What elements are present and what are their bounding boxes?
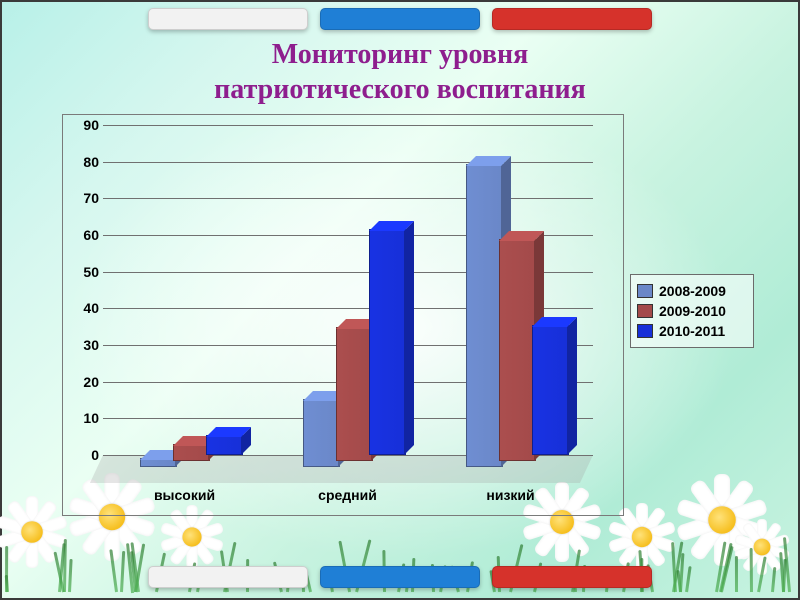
legend-item: 2010-2011 [637,321,747,341]
tab-blue-bottom [320,566,480,588]
bar [369,231,404,455]
tab-red [492,8,652,30]
title-line-1: Мониторинг уровня [272,39,529,70]
bar [532,327,567,455]
tab-white [148,8,308,30]
x-tick-label: высокий [154,487,215,503]
legend-item: 2009-2010 [637,301,747,321]
y-tick-label: 30 [65,337,99,353]
chart-frame: 0 10 20 30 40 50 60 70 80 90 высокий средний низкий [62,114,624,516]
y-tick-label: 50 [65,264,99,280]
bottom-tabbar [2,562,798,596]
top-tabbar [2,4,798,38]
x-tick-label: низкий [486,487,534,503]
slide: Мониторинг уровня патриотического воспит… [0,0,800,600]
x-tick-label: средний [318,487,377,503]
bar [499,241,534,461]
y-tick-label: 40 [65,300,99,316]
legend-swatch [637,304,653,318]
y-tick-label: 10 [65,410,99,426]
bar [206,437,241,455]
y-tick-label: 80 [65,154,99,170]
bar [336,329,371,461]
legend-swatch [637,284,653,298]
legend-label: 2009-2010 [659,303,726,319]
chart: 0 10 20 30 40 50 60 70 80 90 высокий средний низкий… [62,114,742,514]
tab-blue [320,8,480,30]
y-tick-label: 60 [65,227,99,243]
bar [466,166,501,467]
y-tick-label: 70 [65,190,99,206]
legend-item: 2008-2009 [637,281,747,301]
legend-swatch [637,324,653,338]
legend-label: 2010-2011 [659,323,725,339]
bar [173,446,208,461]
legend: 2008-2009 2009-2010 2010-2011 [630,274,754,348]
y-tick-label: 0 [65,447,99,463]
y-tick-label: 20 [65,374,99,390]
x-labels: высокий средний низкий [103,487,593,511]
tab-white-bottom [148,566,308,588]
chart-title: Мониторинг уровня патриотического воспит… [2,37,798,107]
bar [140,460,175,467]
title-line-2: патриотического воспитания [214,74,586,105]
y-tick-label: 90 [65,117,99,133]
bar [303,401,338,467]
bars [103,125,593,455]
tab-red-bottom [492,566,652,588]
legend-label: 2008-2009 [659,283,726,299]
